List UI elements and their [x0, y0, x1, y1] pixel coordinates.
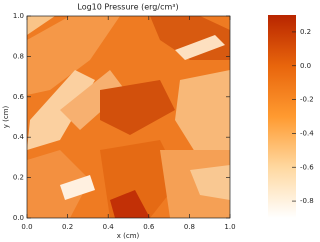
colorbar [268, 15, 296, 218]
y-tick-label: 0.4 [13, 133, 25, 141]
y-tick-label: 0.8 [13, 52, 24, 60]
x-tick-label: 0.4 [103, 223, 115, 231]
x-axis-label: x (cm) [117, 232, 140, 240]
x-tick-label: 1.0 [224, 223, 235, 231]
y-axis-label: y (cm) [2, 105, 10, 128]
x-tick-label: 0.6 [143, 223, 155, 231]
y-tick-label: 1.0 [13, 12, 24, 20]
colorbar-tick-label: -0.2 [300, 96, 314, 104]
colorbar-tick-label: 0.2 [300, 28, 311, 36]
y-tick-label: 0.0 [13, 214, 24, 222]
colorbar-tick-label: -0.6 [300, 163, 314, 171]
x-tick-label: 0.2 [62, 223, 73, 231]
x-tick-label: 0.8 [184, 223, 195, 231]
heatmap-image [27, 16, 230, 218]
chart-title: Log10 Pressure (erg/cm³) [77, 3, 178, 12]
colorbar-tick-label: 0.0 [300, 62, 311, 70]
colorbar-tick-label: -0.4 [300, 129, 314, 137]
x-tick-label: 0.0 [21, 223, 32, 231]
colorbar-tick-label: -0.8 [300, 197, 314, 205]
y-tick-label: 0.2 [13, 174, 24, 182]
plot-frame [26, 15, 231, 219]
y-tick-label: 0.6 [13, 93, 25, 101]
